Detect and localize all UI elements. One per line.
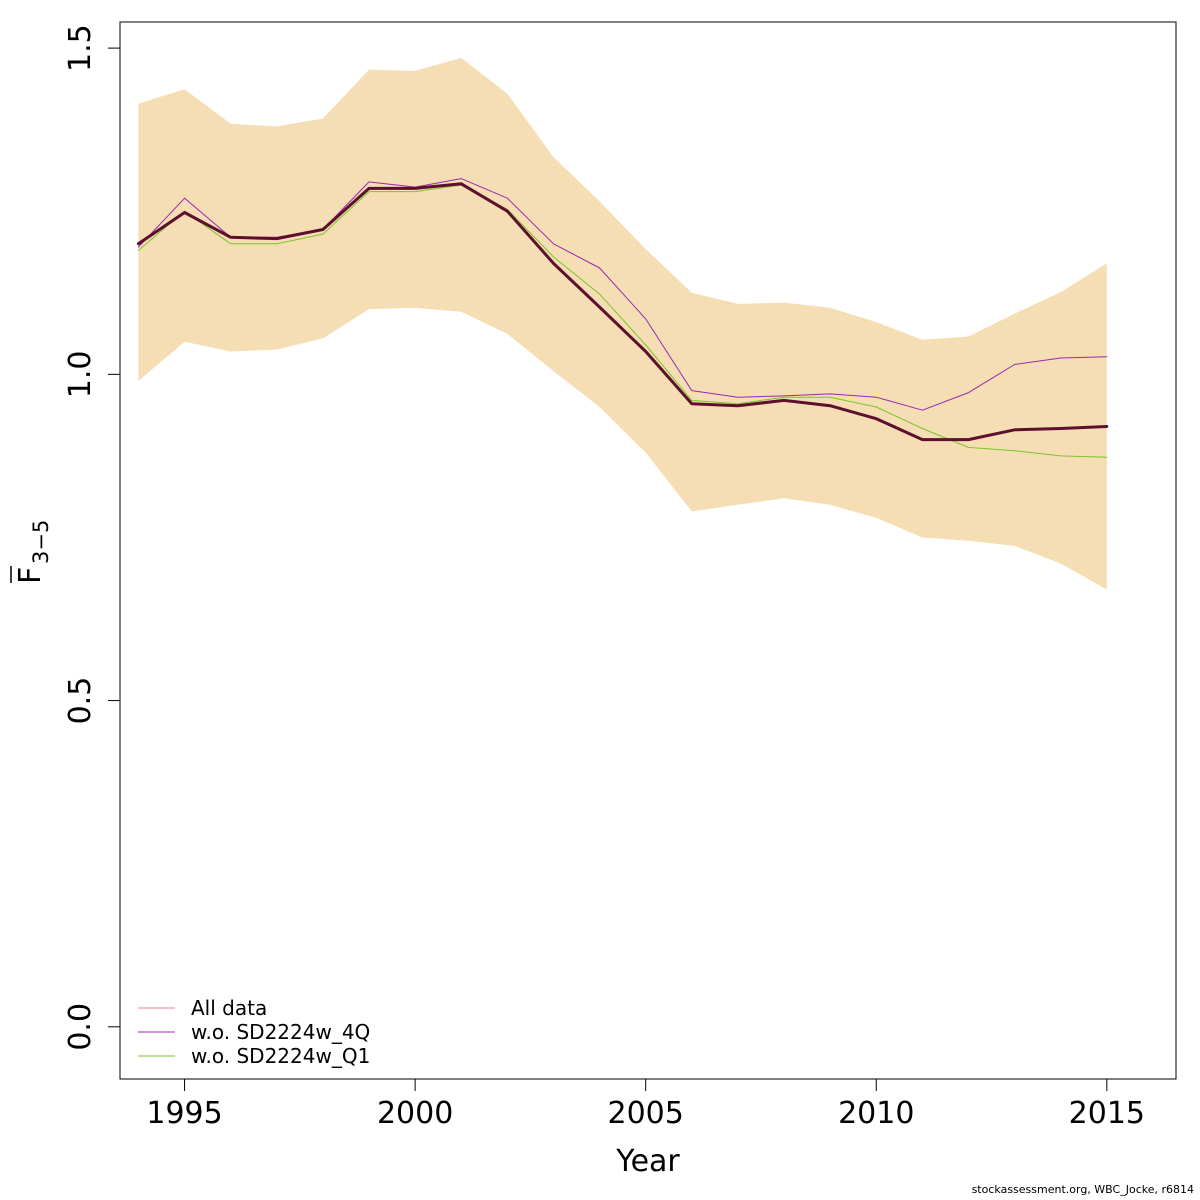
- x-tick-label: 2010: [838, 1096, 914, 1131]
- y-tick-label: 0.5: [63, 677, 98, 725]
- credit-text: stockassessment.org, WBC_Jocke, r6814: [971, 1183, 1194, 1196]
- x-axis: 1995 2000 2005 2010 2015: [146, 1078, 1145, 1131]
- y-axis-title-subscript: 3−5: [29, 520, 53, 564]
- x-tick-label: 2000: [377, 1096, 453, 1131]
- confidence-band: [138, 57, 1107, 590]
- legend-label: All data: [191, 996, 267, 1020]
- y-tick-label: 1.5: [63, 24, 98, 72]
- y-axis: 0.0 0.5 1.0 1.5: [63, 24, 121, 1051]
- series-line-0: [136, 182, 1109, 442]
- x-tick-label: 1995: [146, 1096, 222, 1131]
- series-line-2: [137, 184, 1108, 458]
- x-tick-label: 2015: [1069, 1096, 1145, 1131]
- x-tick-label: 2005: [608, 1096, 684, 1131]
- y-tick-label: 1.0: [63, 350, 98, 398]
- x-axis-title: Year: [615, 1144, 680, 1179]
- legend-label: w.o. SD2224w_4Q: [191, 1020, 370, 1044]
- legend-label: w.o. SD2224w_Q1: [191, 1044, 370, 1068]
- y-tick-label: 0.0: [63, 1003, 98, 1051]
- y-axis-title-main: F: [13, 567, 48, 584]
- confidence-band-layer: [138, 57, 1107, 590]
- series-layer: [136, 178, 1109, 458]
- y-axis-title: F 3−5: [10, 520, 53, 584]
